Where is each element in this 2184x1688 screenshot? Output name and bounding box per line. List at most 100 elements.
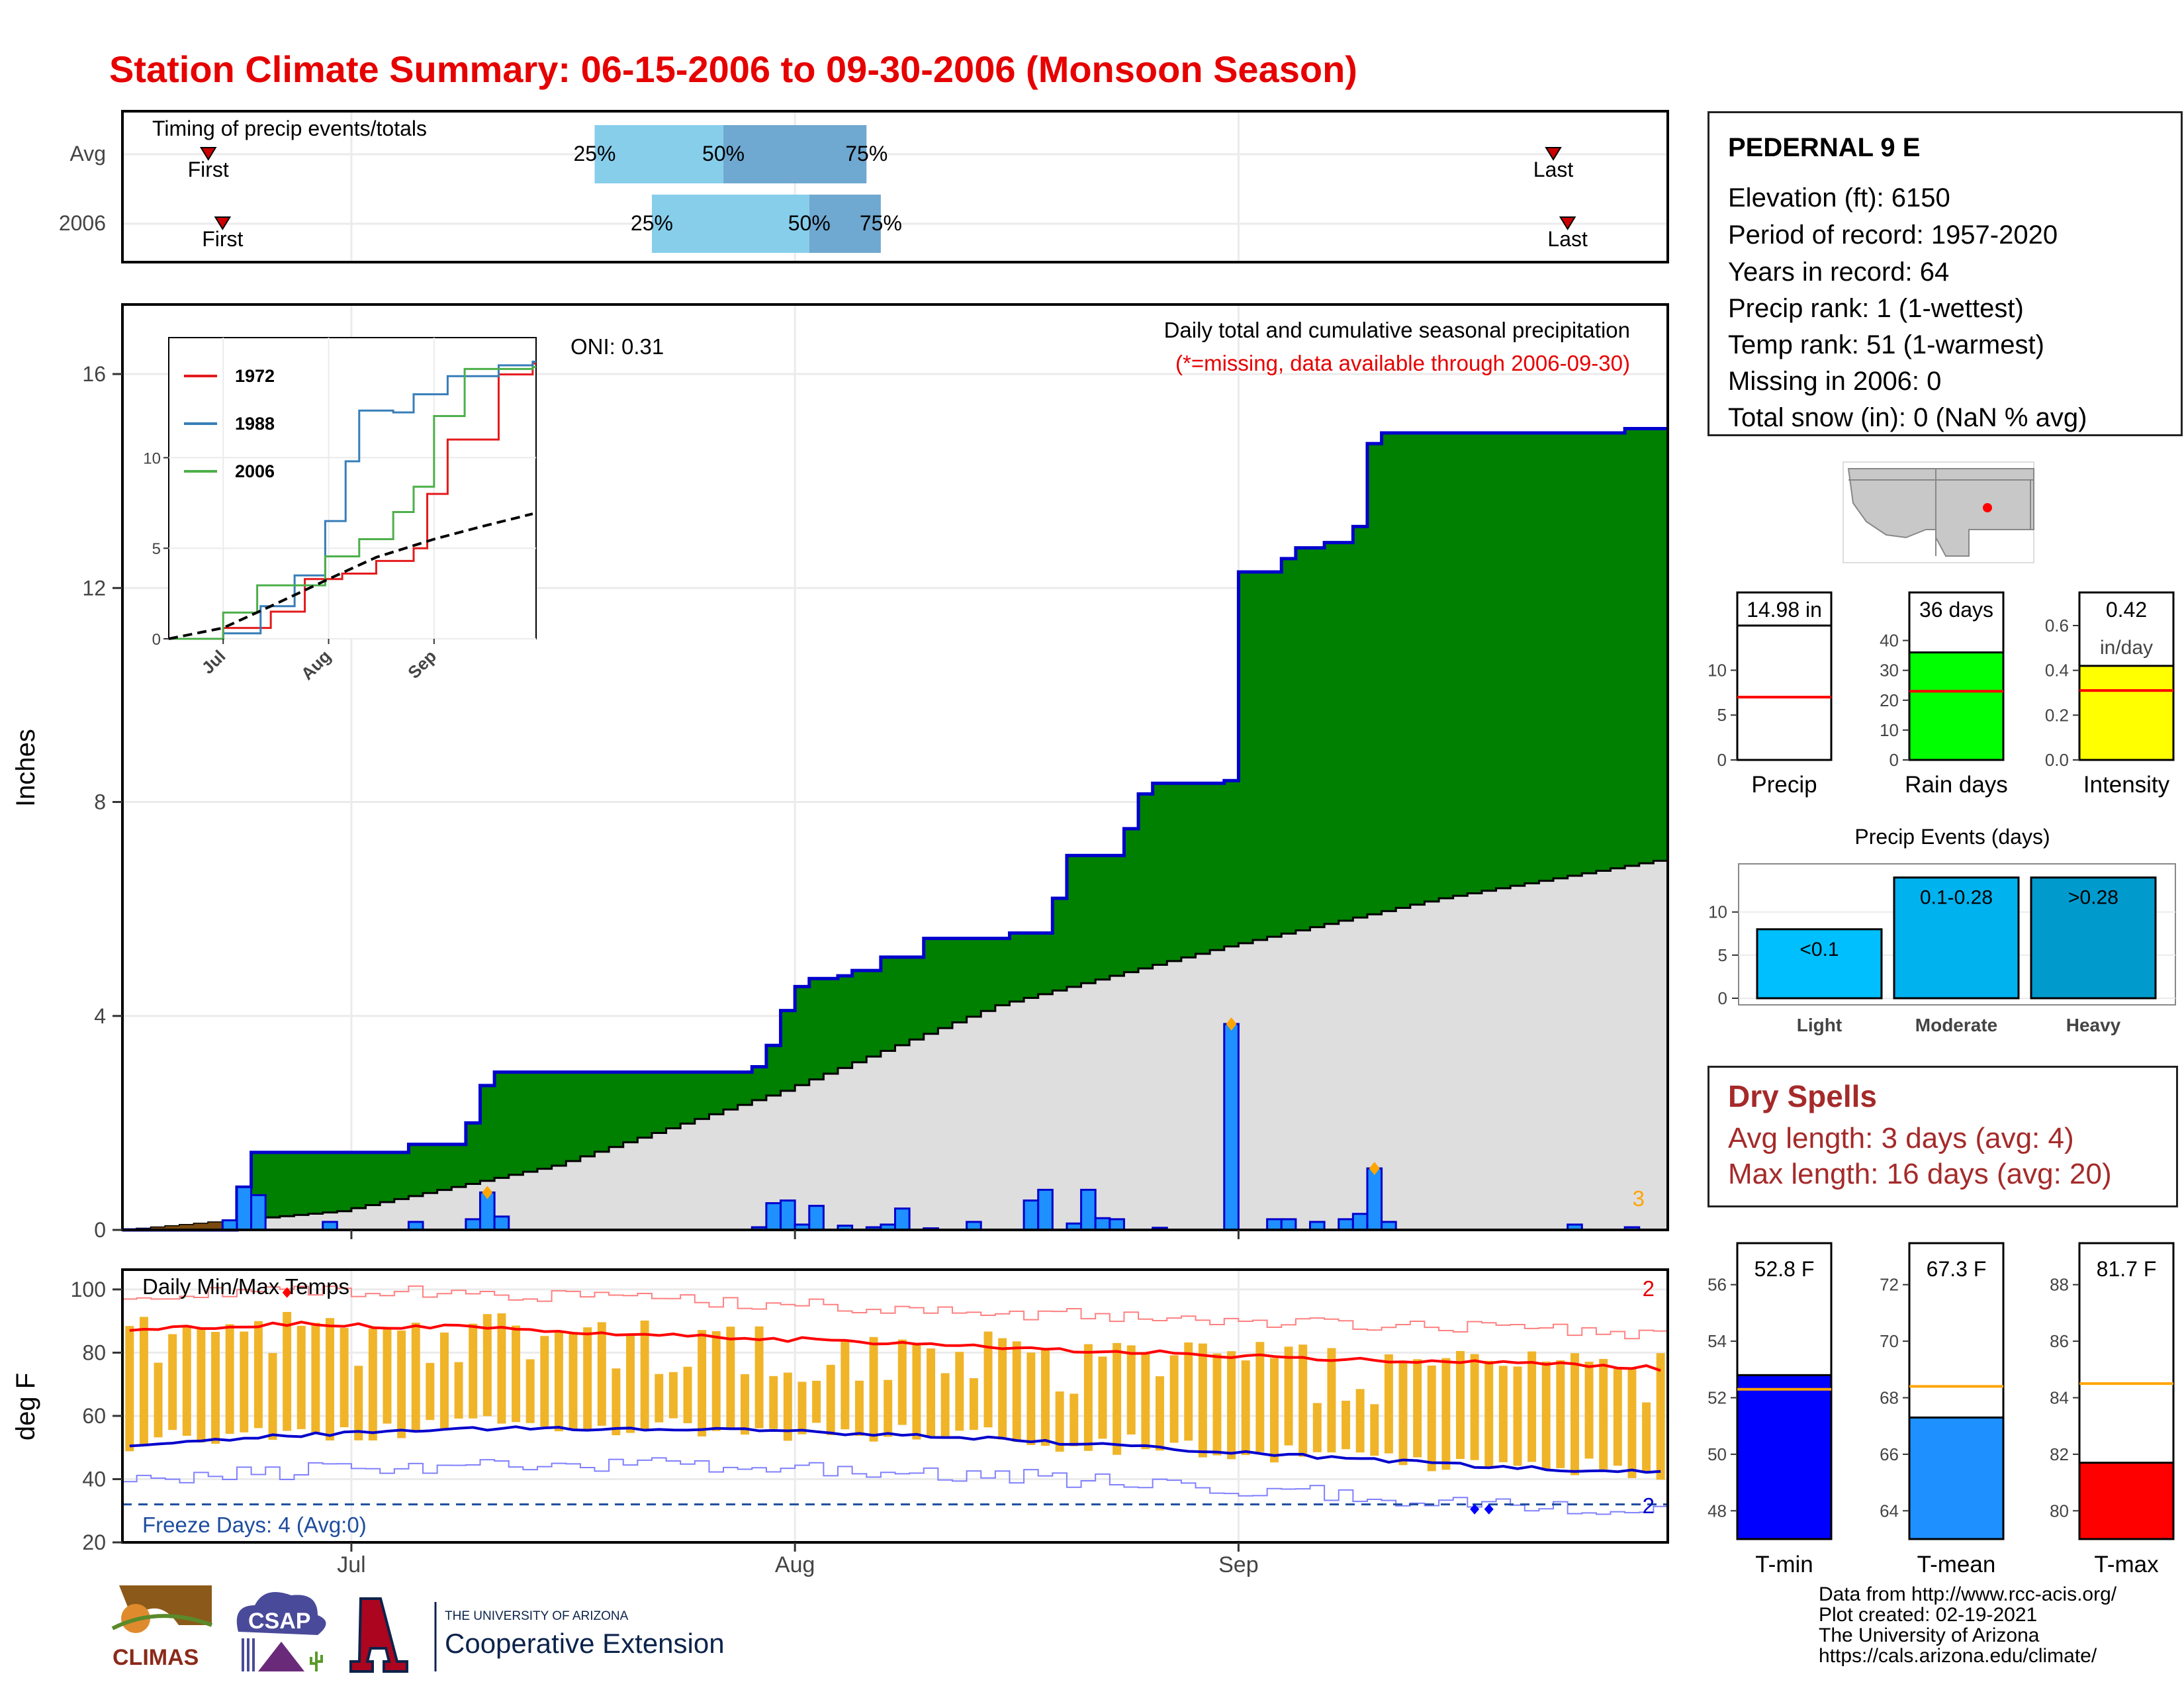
- daily-temp-bar: [512, 1325, 521, 1423]
- daily-temp-bar: [711, 1331, 721, 1431]
- daily-temp-bar: [326, 1318, 334, 1441]
- events-category: Heavy: [2066, 1015, 2121, 1035]
- inset-line-1988: [169, 360, 536, 640]
- daily-temp-bar: [1098, 1356, 1107, 1439]
- temp-gauge-ytick: 54: [1707, 1331, 1727, 1351]
- temp-record-marker: [1470, 1503, 1480, 1515]
- daily-temp-bar: [497, 1313, 506, 1424]
- climas-wordmark: CLIMAS: [113, 1645, 199, 1670]
- timing-first-marker: [214, 216, 232, 230]
- precip-events-panel: Precip Events (days) 0 5 10 <0.1 Light 0.1-0.…: [1708, 825, 2176, 1035]
- precip-record-marker: [1226, 1017, 1237, 1031]
- gauge-label: Rain days: [1905, 772, 2008, 798]
- timing-first-label: First: [202, 227, 243, 251]
- daily-temp-bar: [1441, 1358, 1451, 1470]
- timing-row-2006-label: 2006: [59, 211, 106, 235]
- dry-spells-max: Max length: 16 days (avg: 20): [1728, 1158, 2112, 1190]
- stat-years: Years in record: 64: [1728, 258, 1950, 287]
- temp-gauge-ytick: 64: [1880, 1501, 1899, 1521]
- daily-temp-bar: [1255, 1342, 1265, 1452]
- gauge-value: 14.98 in: [1747, 598, 1822, 622]
- above-average-area: [236, 428, 1668, 1220]
- stat-missing: Missing in 2006: 0: [1728, 367, 1942, 396]
- events-ytick: 0: [1718, 988, 1727, 1008]
- daily-temp-bar: [225, 1324, 234, 1434]
- daily-temp-bar: [139, 1317, 148, 1444]
- ua-small-text: THE UNIVERSITY OF ARIZONA: [445, 1609, 629, 1623]
- footer-institution: The University of Arizona: [1819, 1624, 2040, 1646]
- daily-temp-bar: [1198, 1343, 1207, 1458]
- station-name: PEDERNAL 9 E: [1728, 133, 1921, 162]
- daily-temp-bar: [1113, 1342, 1122, 1455]
- events-category: Moderate: [1915, 1015, 1997, 1035]
- daily-precip-bar: [1351, 1213, 1369, 1231]
- daily-temp-bar: [1284, 1346, 1293, 1446]
- daily-precip-bar: [1109, 1218, 1125, 1231]
- daily-temp-bar: [525, 1359, 535, 1423]
- daily-precip-bar: [221, 1219, 238, 1231]
- cumulative-precip-line: [122, 426, 1668, 1232]
- timing-last-marker: [1545, 147, 1562, 161]
- temp-title: Daily Min/Max Temps: [142, 1274, 349, 1299]
- timing-last-marker: [1559, 216, 1576, 230]
- daily-temp-bar: [1513, 1366, 1522, 1466]
- daily-temp-bar: [311, 1323, 320, 1434]
- temp-gauge-ytick: 56: [1707, 1275, 1727, 1295]
- events-ytick: 5: [1718, 945, 1727, 965]
- temp-gauge-t-mean: 67.3 F 64 66 68 70 72 T-mean: [1880, 1242, 2005, 1577]
- precip-count-label: 3: [1633, 1186, 1645, 1211]
- temp-gauge-t-min: 52.8 F 48 50 52 54 56 T-min: [1707, 1242, 1833, 1577]
- gauge-ytick: 0.0: [2045, 750, 2069, 770]
- precip-ytick: 0: [94, 1218, 106, 1242]
- daily-temp-bar: [383, 1327, 392, 1424]
- timing-p50-label: 50%: [702, 142, 745, 165]
- daily-temp-bar: [240, 1331, 249, 1432]
- daily-temp-bar: [897, 1339, 907, 1425]
- daily-temp-bar: [1370, 1404, 1379, 1456]
- timing-p25-label: 25%: [631, 211, 673, 235]
- daily-temp-bar: [168, 1334, 177, 1430]
- daily-temp-bar: [368, 1329, 377, 1441]
- daily-temp-bar: [969, 1378, 978, 1430]
- dry-spells-avg: Avg length: 3 days (avg: 4): [1728, 1122, 2074, 1154]
- temp-gauge-label: T-min: [1755, 1552, 1813, 1577]
- daily-temp-bar: [769, 1376, 778, 1429]
- oni-label: ONI: 0.31: [570, 334, 664, 359]
- daily-temp-bar: [1470, 1354, 1479, 1460]
- daily-temp-bar: [554, 1331, 563, 1432]
- ua-extension-text: Cooperative Extension: [445, 1628, 725, 1659]
- daily-temp-bar: [1012, 1341, 1021, 1442]
- record-low-count: 2: [1643, 1493, 1655, 1518]
- daily-temp-bar: [1026, 1352, 1036, 1446]
- daily-temp-bar: [998, 1338, 1007, 1440]
- daily-temp-bar: [1184, 1342, 1193, 1441]
- daily-temp-bar: [869, 1336, 878, 1442]
- stat-elevation: Elevation (ft): 6150: [1728, 183, 1950, 212]
- daily-temp-bar: [668, 1372, 678, 1419]
- average-max-line: [129, 1321, 1661, 1372]
- stat-precip-rank: Precip rank: 1 (1-wettest): [1728, 294, 2024, 323]
- daily-temp-bar: [841, 1340, 850, 1430]
- daily-temp-bar: [1126, 1345, 1136, 1435]
- timing-panel: Timing of precip events/totals Avg 2006 …: [59, 110, 1669, 263]
- daily-precip-bar: [1080, 1188, 1097, 1231]
- stat-temp-rank: Temp rank: 51 (1-warmest): [1728, 330, 2044, 359]
- inset-legend-2006: 2006: [235, 461, 275, 481]
- month-label-jul: Jul: [337, 1552, 365, 1577]
- gauge-ytick: 5: [1717, 705, 1727, 725]
- daily-precip-bar: [1366, 1167, 1383, 1231]
- daily-temp-bar: [125, 1326, 134, 1452]
- events-bar-label: >0.28: [2068, 887, 2118, 909]
- temp-gauge-value: 52.8 F: [1754, 1257, 1815, 1281]
- gauge-unit: in/day: [2100, 637, 2153, 659]
- gauge-ytick: 10: [1880, 720, 1899, 740]
- average-min-line: [129, 1425, 1661, 1474]
- daily-precip-bar: [894, 1207, 911, 1231]
- precip-record-marker: [482, 1186, 493, 1199]
- daily-precip-bar: [1037, 1188, 1054, 1231]
- inset-ytick: 5: [152, 540, 161, 558]
- daily-temp-bar: [1083, 1344, 1093, 1451]
- daily-temp-bar: [583, 1327, 592, 1429]
- logos: CLIMAS CSAP THE UNIVERSITY OF ARIZONA Co…: [111, 1585, 725, 1673]
